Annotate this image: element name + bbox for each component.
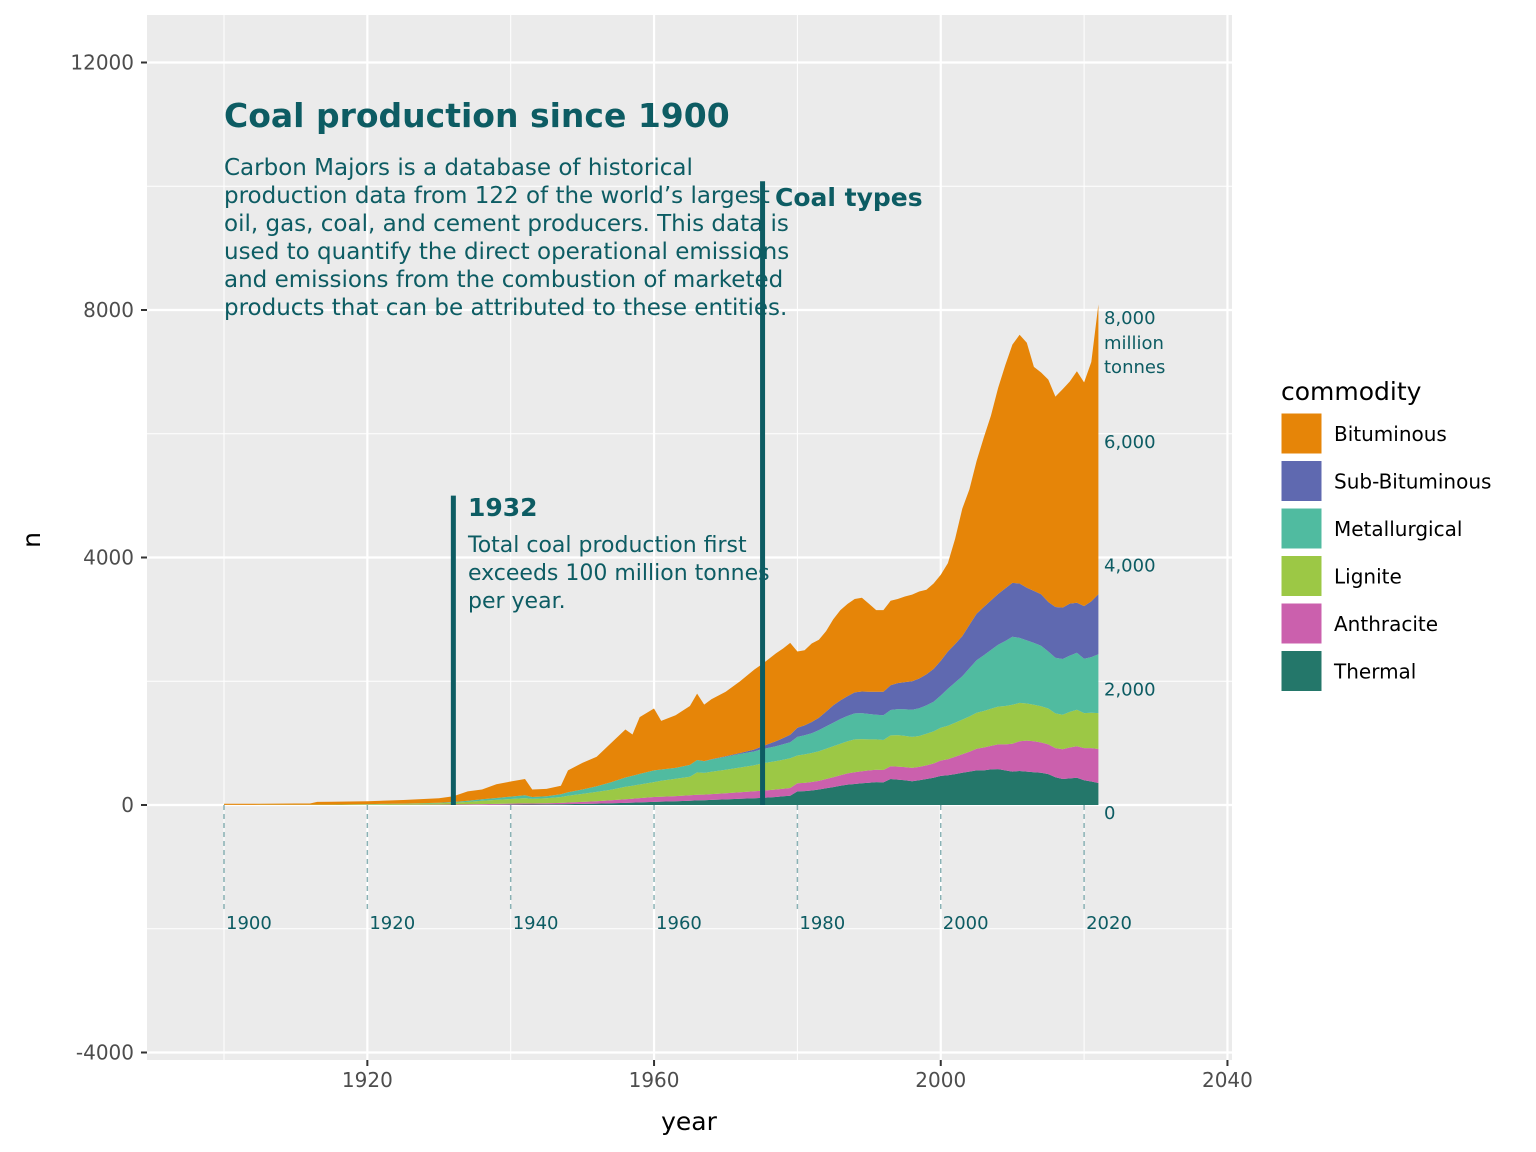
- y-tick-label: -4000: [76, 1041, 134, 1065]
- legend-label-lignite: Lignite: [1334, 565, 1402, 589]
- legend-label-metallurgical: Metallurgical: [1334, 517, 1462, 541]
- annotation-1932-text-line-2: exceeds 100 million tonnes: [468, 561, 770, 586]
- inner-x-label: 1940: [513, 913, 559, 934]
- legend-swatch-bituminous: [1280, 412, 1323, 455]
- inner-x-label: 2020: [1086, 913, 1132, 934]
- area-thermal: [224, 769, 1099, 805]
- legend-label-anthracite: Anthracite: [1334, 612, 1438, 636]
- inner-y-unit-line-2: tonnes: [1104, 357, 1165, 378]
- subtitle-line: and emissions from the combustion of mar…: [224, 267, 783, 293]
- legend: commodity Bituminous Sub-Bituminous Metall…: [1280, 377, 1491, 692]
- y-axis: -4000 0 4000 8000 12000: [70, 51, 147, 1065]
- subtitle-line: products that can be attributed to these…: [224, 295, 787, 321]
- y-tick-label: 4000: [83, 546, 134, 570]
- x-tick-label: 2000: [915, 1068, 966, 1092]
- area-sub-bituminous: [224, 582, 1099, 805]
- y-tick-label: 0: [121, 793, 134, 817]
- y-axis-title: n: [17, 532, 46, 548]
- subtitle-line: oil, gas, coal, and cement producers. Th…: [224, 211, 789, 237]
- inner-y-label: 6,000: [1104, 432, 1156, 453]
- chart-title: Coal production since 1900: [224, 96, 730, 135]
- inner-y-label: 0: [1104, 803, 1115, 824]
- x-axis-title: year: [661, 1107, 717, 1136]
- x-axis: 1920 1960 2000 2040: [342, 1060, 1253, 1092]
- inner-x-label: 1900: [226, 913, 272, 934]
- annotation-1932-text-line-3: per year.: [468, 589, 566, 614]
- inner-y-unit-line-1: million: [1104, 333, 1164, 354]
- inner-y-label: 2,000: [1104, 679, 1156, 700]
- inner-x-label: 1980: [799, 913, 845, 934]
- inner-y-labels: 0 2,000 4,000 6,000 8,000: [1104, 308, 1156, 824]
- inner-y-label: 4,000: [1104, 556, 1156, 577]
- annotations: 1932 Total coal production first exceeds…: [450, 181, 923, 805]
- stacked-areas: [224, 304, 1099, 805]
- legend-swatch-metallurgical: [1280, 507, 1323, 550]
- inner-y-label: 8,000: [1104, 308, 1156, 329]
- area-bituminous: [224, 304, 1099, 805]
- x-tick-label: 1960: [629, 1068, 680, 1092]
- legend-title: commodity: [1281, 377, 1422, 406]
- x-tick-label: 1920: [342, 1068, 393, 1092]
- legend-label-bituminous: Bituminous: [1334, 422, 1447, 446]
- y-tick-label: 8000: [83, 298, 134, 322]
- year-guide-lines: 1900 1920 1940 1960 1980 2000 2020: [223, 805, 1132, 934]
- inner-x-label: 2000: [943, 913, 989, 934]
- area-metallurgical: [224, 636, 1099, 805]
- y-tick-label: 12000: [70, 51, 134, 75]
- legend-swatch-anthracite: [1280, 602, 1323, 645]
- annotation-coal-types-title: Coal types: [775, 183, 923, 212]
- inner-x-label: 1920: [369, 913, 415, 934]
- legend-swatch-thermal: [1280, 650, 1323, 692]
- chart-subtitle: Carbon Majors is a database of historica…: [224, 155, 789, 321]
- subtitle-line: used to quantify the direct operational …: [224, 239, 789, 265]
- area-anthracite: [224, 740, 1099, 805]
- inner-x-label: 1960: [656, 913, 702, 934]
- legend-swatch-lignite: [1280, 555, 1323, 597]
- subtitle-line: Carbon Majors is a database of historica…: [224, 155, 693, 181]
- area-lignite: [224, 702, 1099, 805]
- annotation-1932-text-line-1: Total coal production first: [467, 533, 747, 558]
- legend-swatch-sub-bituminous: [1280, 460, 1323, 502]
- subtitle-line: production data from 122 of the world’s …: [224, 183, 770, 209]
- legend-label-thermal: Thermal: [1333, 660, 1416, 684]
- x-tick-label: 2040: [1202, 1068, 1253, 1092]
- annotation-1932-title: 1932: [468, 493, 538, 522]
- legend-label-sub-bituminous: Sub-Bituminous: [1334, 470, 1491, 494]
